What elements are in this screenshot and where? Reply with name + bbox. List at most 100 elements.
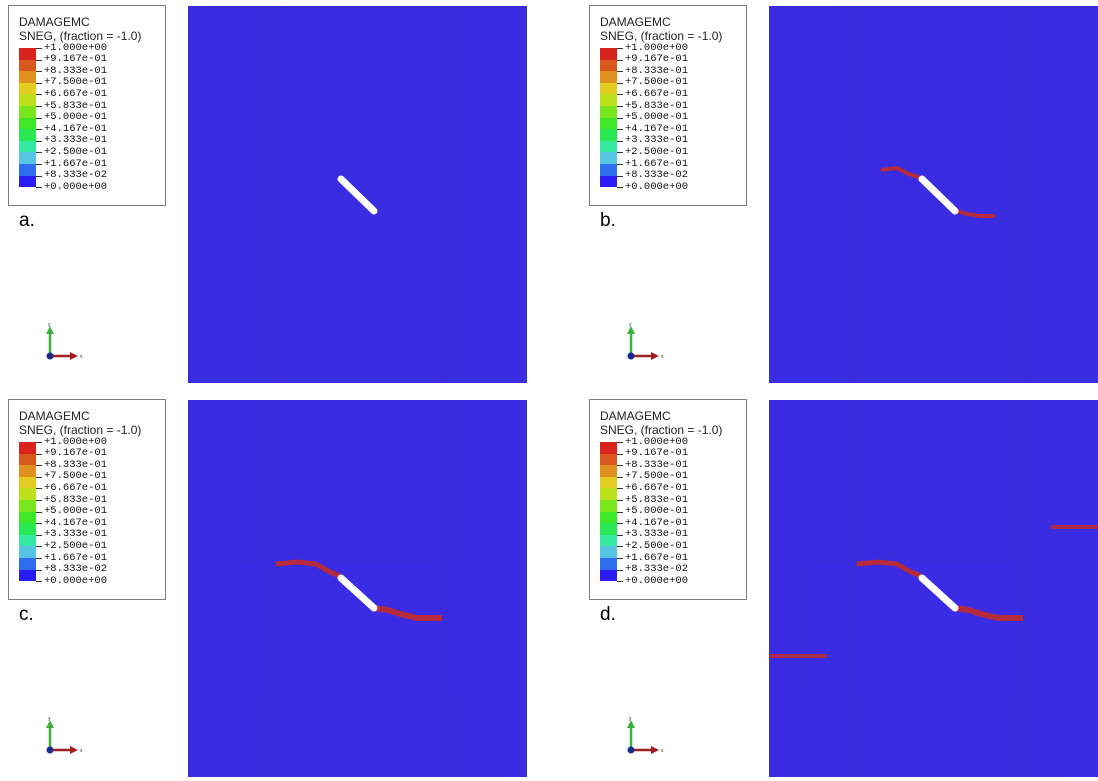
legend-value: +3.333e-01 [44,134,108,147]
legend-value: +0.000e+00 [625,180,689,193]
contour-svg [769,6,1098,383]
legend: DAMAGEMC SNEG, (fraction = -1.0) +1.000e… [8,399,166,600]
legend-value: +4.167e-01 [44,516,108,529]
legend-swatch [600,106,617,118]
legend-swatch [19,117,36,130]
legend-value: +8.333e-01 [625,64,689,77]
legend-value: +5.000e-01 [44,111,108,124]
legend-swatch [19,534,36,547]
mesh-band [849,6,859,383]
damage-zone [956,209,995,218]
legend-value: +1.667e-01 [44,157,108,170]
legend-tick [617,140,623,142]
legend-value: +6.667e-01 [625,481,689,494]
panel-label: d. [600,604,616,625]
legend-value: +3.333e-01 [625,528,689,541]
legend-tick [617,453,623,455]
mesh-band [769,6,829,383]
legend-swatch [19,558,36,570]
damage-zone [373,605,442,621]
legend-swatch [600,442,617,454]
legend-tick [617,175,623,177]
legend-tick [617,500,623,501]
mesh-band [1019,6,1031,383]
legend-value: +7.500e-01 [44,76,108,89]
legend-swatch [600,129,617,141]
legend-tick [617,94,623,96]
legend-tick [36,476,42,478]
pre-existing-flaw [918,175,959,215]
legend-value: +0.000e+00 [44,180,108,193]
legend-tick [36,465,42,467]
legend-swatch [600,534,617,547]
legend-value: +1.000e+00 [625,435,689,448]
panel-c: DAMAGEMC SNEG, (fraction = -1.0) +1.000e… [0,394,549,781]
legend: DAMAGEMC SNEG, (fraction = -1.0) +1.000e… [8,5,166,206]
mesh-band [268,6,278,383]
legend-value: +1.667e-01 [625,157,689,170]
legend-tick [617,117,623,119]
mesh-band [1069,528,1098,777]
legend-title: DAMAGEMC [600,15,671,29]
legend-swatch [19,129,36,141]
legend-swatch [600,175,617,188]
legend-value: +1.000e+00 [44,41,108,54]
legend-swatch [19,152,36,164]
mesh-band [1019,400,1031,777]
panel-b: DAMAGEMC SNEG, (fraction = -1.0) +1.000e… [581,0,1098,387]
mesh-band [809,565,1039,695]
legend-swatch [19,59,36,72]
legend-value: +2.500e-01 [44,145,108,158]
legend-tick [36,82,42,84]
legend-swatch [19,140,36,153]
legend-tick [36,453,42,455]
legend-value: +5.000e-01 [625,111,689,124]
legend-tick [617,82,623,84]
legend-tick [36,558,42,559]
legend-tick [617,48,623,49]
legend-tick [617,581,623,583]
contour-svg [188,6,527,383]
legend: DAMAGEMC SNEG, (fraction = -1.0) +1.000e… [589,399,747,600]
legend-subtitle: SNEG, (fraction = -1.0) [19,423,142,437]
legend-swatch [600,523,617,535]
legend-swatch [19,523,36,535]
legend-value: +7.500e-01 [625,470,689,483]
legend-subtitle: SNEG, (fraction = -1.0) [19,29,142,43]
legend-swatch [600,453,617,466]
legend-tick [617,59,623,61]
legend-value: +0.000e+00 [625,574,689,587]
legend-tick [36,442,42,443]
legend-tick [617,546,623,548]
legend-value: +8.333e-01 [625,458,689,471]
legend-value: +5.833e-01 [44,493,108,506]
legend-swatch [600,140,617,153]
svg-text:y: y [48,322,51,328]
legend-tick [617,106,623,107]
legend-swatch [600,569,617,582]
mesh-band [228,565,458,695]
legend-swatch [19,465,36,477]
legend-tick [36,71,42,73]
svg-text:x: x [80,354,83,360]
damage-zone [856,559,922,579]
panel-d: DAMAGEMC SNEG, (fraction = -1.0) +1.000e… [581,394,1098,781]
legend-tick [36,187,42,189]
legend-swatch [600,152,617,164]
legend-tick [36,59,42,61]
legend-value: +4.167e-01 [44,122,108,135]
legend-swatch [600,48,617,60]
legend-tick [617,488,623,490]
legend-tick [36,175,42,177]
legend-tick [617,442,623,443]
legend-swatch [19,453,36,466]
legend-tick [36,500,42,501]
legend-value: +3.333e-01 [44,528,108,541]
pre-existing-flaw [337,574,378,612]
legend-swatch [19,511,36,524]
legend-value: +8.333e-01 [44,64,108,77]
legend-value: +4.167e-01 [625,516,689,529]
legend-swatch [19,569,36,582]
legend-swatch [600,500,617,512]
legend-tick [617,187,623,189]
